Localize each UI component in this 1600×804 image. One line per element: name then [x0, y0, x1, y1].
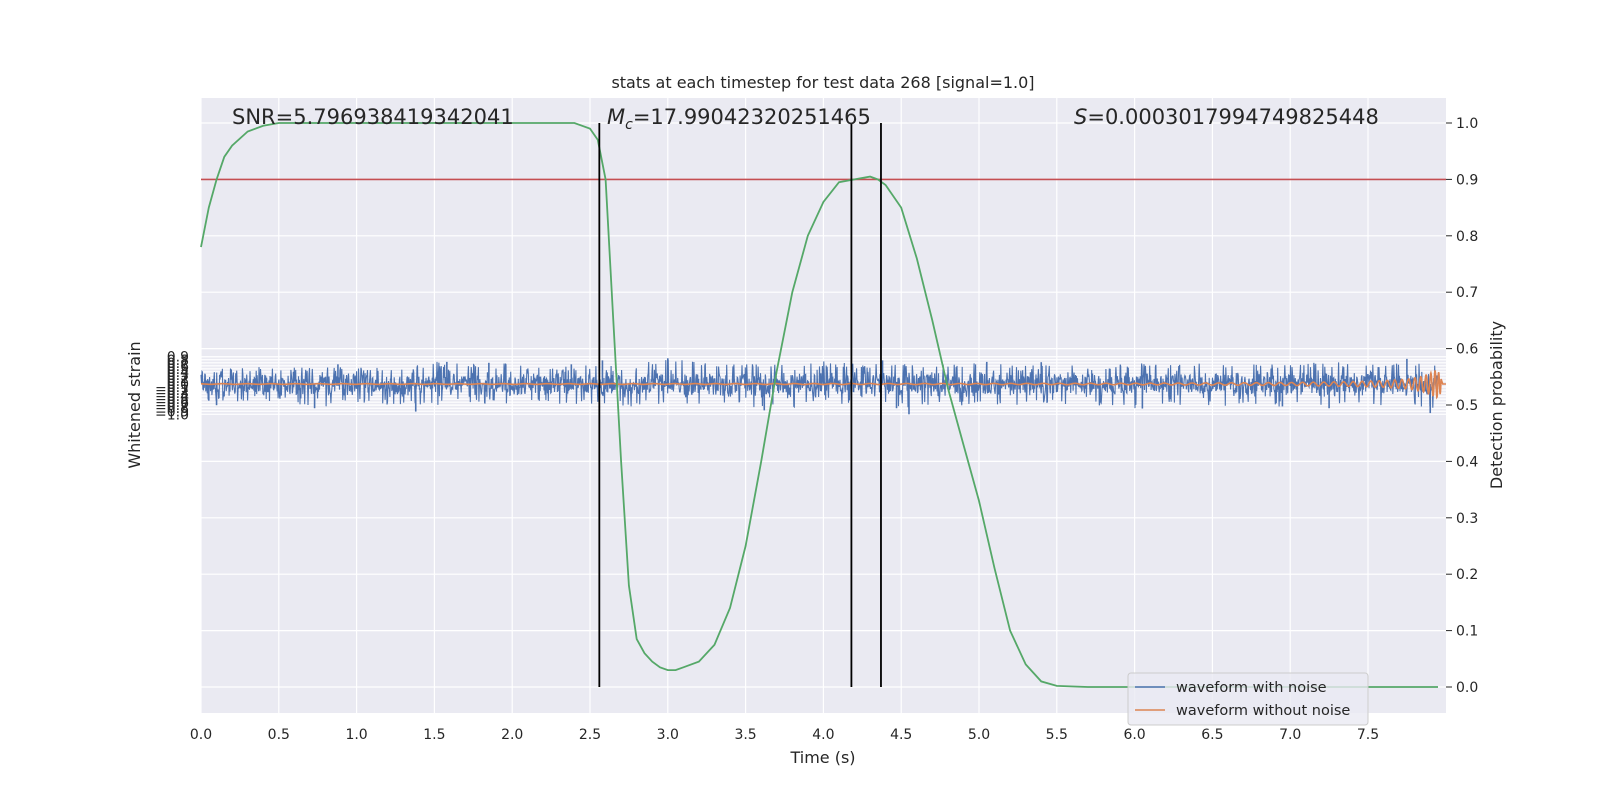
y-right-tick-label: 0.0 [1456, 680, 1478, 696]
y-right-tick-label: 0.3 [1456, 511, 1478, 527]
y-right-tick-label: 0.8 [1456, 229, 1478, 245]
y-tick-label: −0.1 [155, 380, 189, 396]
snr-annotation: SNR=5.796938419342041 [232, 105, 514, 129]
y-tick-label: 0.8 [167, 353, 189, 369]
noisy-waveform-line [200, 359, 1439, 409]
x-tick-label: 0.0 [190, 727, 212, 743]
y-tick-label: 0.4 [167, 365, 189, 381]
s-value: =0.0003017994749825448 [1087, 105, 1379, 129]
x-tick-label: 2.0 [501, 727, 523, 743]
chirp-mass-annotation: Mc=17.99042320251465 [607, 105, 871, 133]
x-tick-label: 2.5 [579, 727, 601, 743]
x-tick-label: 0.5 [268, 727, 290, 743]
s-annotation: S=0.0003017994749825448 [1074, 105, 1379, 129]
x-tick-label: 4.5 [890, 727, 912, 743]
y-right-tick-label: 0.5 [1456, 398, 1478, 414]
y-tick-label: 0.6 [167, 359, 189, 375]
x-tick-label: 5.0 [968, 727, 990, 743]
x-axis-label: Time (s) [789, 748, 855, 767]
legend-label-noise: waveform with noise [1176, 680, 1327, 696]
x-tick-label: 6.5 [1201, 727, 1223, 743]
y-right-tick-label: 1.0 [1456, 116, 1478, 132]
y-right-tick-label: 0.9 [1456, 172, 1478, 188]
s-symbol: S [1074, 105, 1087, 129]
y-tick-label: −0.7 [155, 398, 189, 414]
y-tick-label: 0.3 [167, 368, 189, 384]
chirp-mass-symbol: M [607, 105, 625, 129]
plot-area [200, 122, 1446, 688]
y-tick-label: −0.3 [155, 386, 189, 402]
chirp-mass-value: =17.99042320251465 [633, 105, 871, 129]
y-tick-label: 0.0 [167, 377, 189, 393]
y-tick-label: −0.8 [155, 401, 189, 417]
y-axis-label-right: Detection probability [1487, 321, 1506, 489]
legend-box [1127, 672, 1369, 726]
y-right-tick-label: 0.6 [1456, 342, 1478, 358]
x-tick-label: 4.0 [812, 727, 834, 743]
x-tick-label: 1.5 [423, 727, 445, 743]
y-right-tick-label: 0.7 [1456, 285, 1478, 301]
y-tick-label: −0.4 [155, 389, 189, 405]
x-tick-label: 7.0 [1279, 727, 1301, 743]
x-tick-label: 1.0 [345, 727, 367, 743]
y-tick-label: 0.9 [167, 350, 189, 366]
y-tick-label: −1.0 [155, 407, 189, 423]
x-ticks: 0.0 0.5 1.0 1.5 2.0 2.5 3.0 3.5 4.0 4.5 5.0 5.5 6.0 6… [190, 727, 1379, 743]
legend: waveform with noise waveform without noi… [1127, 672, 1369, 726]
x-tick-label: 6.0 [1123, 727, 1145, 743]
chirp-mass-subscript: c [625, 117, 633, 133]
clean-waveform-line [201, 370, 1446, 400]
y-ticks-right: 1.0 0.9 0.8 0.7 0.6 0.5 0.4 0.3 0.2 0.1 0.0 [1446, 116, 1478, 696]
x-tick-label: 3.0 [657, 727, 679, 743]
y-tick-label: 0.7 [167, 356, 189, 372]
x-tick-label: 5.5 [1046, 727, 1068, 743]
y-right-tick-label: 0.2 [1456, 567, 1478, 583]
y-tick-label: 0.2 [167, 371, 189, 387]
y-right-tick-label: 0.1 [1456, 624, 1478, 640]
y-ticks-left: 0.90.80.70.60.50.40.30.20.10.0−0.1−0.2−0… [155, 350, 189, 424]
detection-probability-line [200, 122, 1438, 688]
legend-label-clean: waveform without noise [1176, 703, 1350, 719]
x-tick-label: 7.5 [1357, 727, 1379, 743]
y-right-tick-label: 0.4 [1456, 454, 1478, 470]
y-axis-label: Whitened strain [125, 341, 144, 468]
y-tick-label: 0.5 [167, 362, 189, 378]
y-tick-label: −0.2 [155, 383, 189, 399]
y-tick-label: −0.9 [155, 404, 189, 420]
x-tick-label: 3.5 [734, 727, 756, 743]
chart-title: stats at each timestep for test data 268… [611, 73, 1034, 92]
y-tick-label: −0.6 [155, 395, 189, 411]
y-tick-label: 0.1 [167, 374, 189, 390]
y-tick-label: −0.5 [155, 392, 189, 408]
